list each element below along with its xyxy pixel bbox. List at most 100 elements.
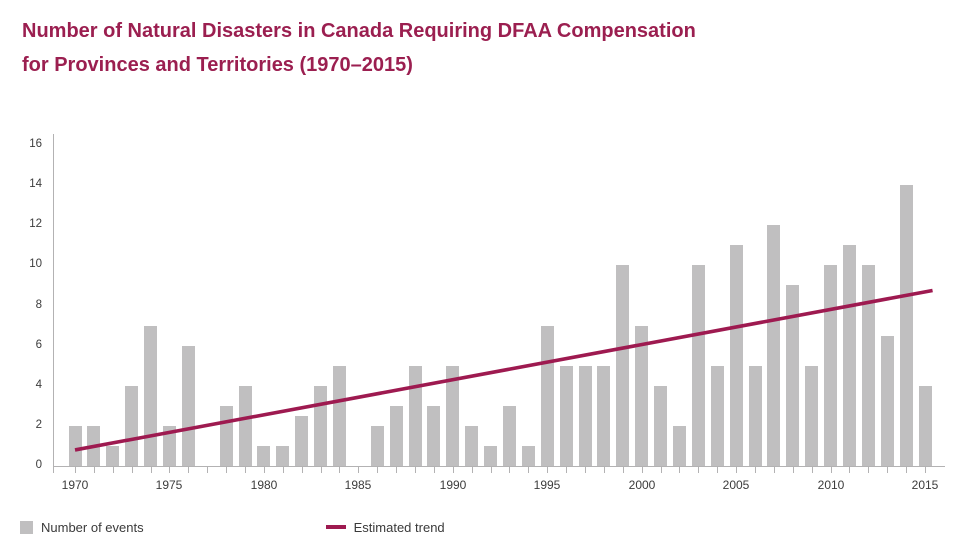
bar-1983 bbox=[314, 386, 327, 466]
x-tick-1973 bbox=[132, 467, 133, 473]
bar-1980 bbox=[257, 446, 270, 466]
bar-1975 bbox=[163, 426, 176, 466]
y-tick-label-2: 2 bbox=[35, 418, 42, 431]
x-tick-1989 bbox=[434, 467, 435, 473]
x-tick-label-2015: 2015 bbox=[911, 478, 939, 492]
y-tick-label-8: 8 bbox=[35, 298, 42, 311]
x-tick-2000 bbox=[642, 467, 643, 473]
bar-2002 bbox=[673, 426, 686, 466]
x-tick-2006 bbox=[755, 467, 756, 473]
x-tick-2008 bbox=[793, 467, 794, 473]
x-tick-1984 bbox=[339, 467, 340, 473]
x-tick-2013 bbox=[887, 467, 888, 473]
bar-1970 bbox=[69, 426, 82, 466]
x-tick-2007 bbox=[774, 467, 775, 473]
legend-item-estimated-trend: Estimated trend bbox=[166, 520, 445, 535]
legend-label-estimated-trend: Estimated trend bbox=[353, 519, 445, 535]
bar-1998 bbox=[597, 366, 610, 466]
x-tick-label-1975: 1975 bbox=[155, 478, 183, 492]
x-axis bbox=[53, 466, 945, 467]
x-tick-2015 bbox=[925, 467, 926, 473]
bar-1973 bbox=[125, 386, 138, 466]
x-tick-2012 bbox=[868, 467, 869, 473]
y-tick-label-0: 0 bbox=[35, 459, 42, 471]
trend-line-dash-icon bbox=[325, 525, 346, 529]
bar-2007 bbox=[767, 225, 780, 466]
x-tick-label-2010: 2010 bbox=[817, 478, 845, 492]
x-tick-1998 bbox=[604, 467, 605, 473]
x-tick-2005 bbox=[736, 467, 737, 473]
x-tick-2003 bbox=[698, 467, 699, 473]
chart-legend: Number of events Estimated trend bbox=[20, 517, 445, 537]
x-tick-2001 bbox=[661, 467, 662, 473]
x-tick-1970 bbox=[75, 467, 76, 473]
bar-1996 bbox=[560, 366, 573, 466]
legend-label-number-of-events: Number of events bbox=[41, 519, 144, 535]
x-tick-1986 bbox=[377, 467, 378, 473]
x-tick-1994 bbox=[528, 467, 529, 473]
bar-2013 bbox=[881, 336, 894, 466]
x-tick-2010 bbox=[831, 467, 832, 473]
bar-1981 bbox=[276, 446, 289, 466]
bar-2003 bbox=[692, 265, 705, 466]
chart-title-line1: Number of Natural Disasters in Canada Re… bbox=[22, 20, 696, 42]
x-tick-1980 bbox=[264, 467, 265, 473]
bar-1988 bbox=[409, 366, 422, 466]
x-tick-1993 bbox=[509, 467, 510, 473]
x-tick-1991 bbox=[472, 467, 473, 473]
x-tick-label-1980: 1980 bbox=[250, 478, 278, 492]
bar-2008 bbox=[786, 285, 799, 466]
x-tick-1995 bbox=[547, 467, 548, 473]
bar-1992 bbox=[484, 446, 497, 466]
x-tick-1982 bbox=[302, 467, 303, 473]
x-tick-label-1985: 1985 bbox=[344, 478, 372, 492]
bar-2011 bbox=[843, 245, 856, 466]
x-tick-1992 bbox=[491, 467, 492, 473]
bar-1987 bbox=[390, 406, 403, 466]
y-tick-label-16: 16 bbox=[29, 138, 42, 151]
x-tick-label-1990: 1990 bbox=[439, 478, 467, 492]
bar-2004 bbox=[711, 366, 724, 466]
x-tick-1974 bbox=[151, 467, 152, 473]
x-tick-1978 bbox=[226, 467, 227, 473]
bar-2001 bbox=[654, 386, 667, 466]
x-tick-1979 bbox=[245, 467, 246, 473]
bar-1986 bbox=[371, 426, 384, 466]
bar-2015 bbox=[919, 386, 932, 466]
x-tick-1999 bbox=[623, 467, 624, 473]
bar-1994 bbox=[522, 446, 535, 466]
bar-2014 bbox=[900, 185, 913, 466]
bar-1984 bbox=[333, 366, 346, 466]
x-tick-1997 bbox=[585, 467, 586, 473]
x-tick-label-1970: 1970 bbox=[61, 478, 89, 492]
y-tick-label-10: 10 bbox=[29, 258, 42, 271]
bar-2009 bbox=[805, 366, 818, 466]
x-tick-1996 bbox=[566, 467, 567, 473]
y-tick-label-14: 14 bbox=[29, 178, 42, 191]
chart-title: Number of Natural Disasters in Canada Re… bbox=[22, 14, 922, 82]
bar-2006 bbox=[749, 366, 762, 466]
bar-1989 bbox=[427, 406, 440, 466]
x-tick-2009 bbox=[812, 467, 813, 473]
y-tick-label-12: 12 bbox=[29, 218, 42, 231]
x-tick-2014 bbox=[906, 467, 907, 473]
x-tick-1985 bbox=[358, 467, 359, 473]
x-tick-1976 bbox=[188, 467, 189, 473]
legend-item-number-of-events: Number of events bbox=[20, 520, 144, 535]
x-tick-1972 bbox=[113, 467, 114, 473]
x-tick-2002 bbox=[679, 467, 680, 473]
bar-1999 bbox=[616, 265, 629, 466]
bar-1990 bbox=[446, 366, 459, 466]
x-tick-label-1995: 1995 bbox=[533, 478, 561, 492]
bar-1991 bbox=[465, 426, 478, 466]
bar-1978 bbox=[220, 406, 233, 466]
x-tick-1988 bbox=[415, 467, 416, 473]
chart-title-line2: for Provinces and Territories (1970–2015… bbox=[22, 54, 413, 76]
x-tick-1983 bbox=[321, 467, 322, 473]
bar-1997 bbox=[579, 366, 592, 466]
bar-1979 bbox=[239, 386, 252, 466]
bar-1971 bbox=[87, 426, 100, 466]
x-tick-1987 bbox=[396, 467, 397, 473]
